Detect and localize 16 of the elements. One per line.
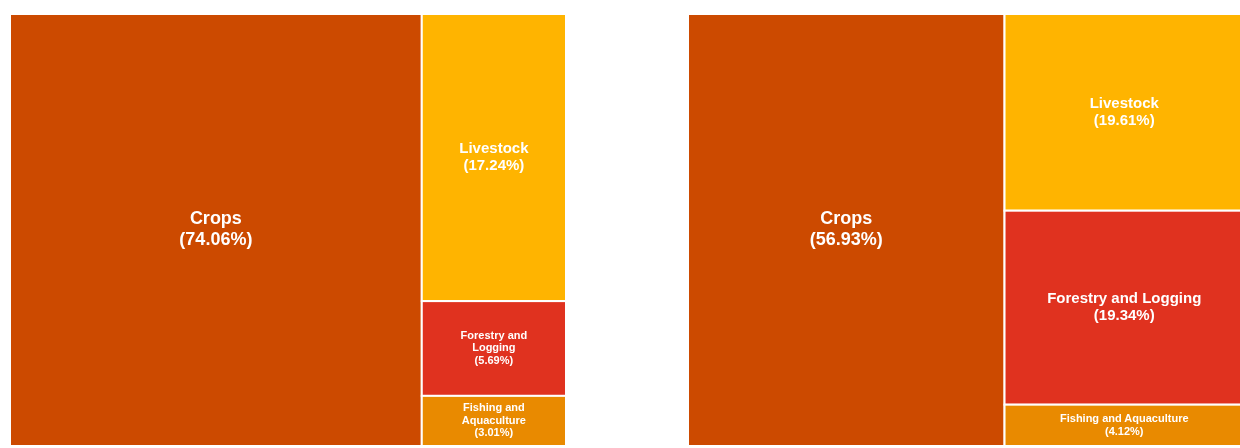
data-label: (19.34%) (1093, 306, 1155, 324)
data-label: (5.69%) (474, 354, 514, 367)
category-label: Fishing and Aquaculture (1059, 411, 1189, 424)
category-label: Crops (820, 208, 873, 229)
category-label: Forestry and Logging (460, 328, 528, 354)
data-label: (3.01%) (474, 426, 514, 439)
category-label: Livestock (1089, 93, 1160, 111)
data-label: (56.93%) (809, 229, 883, 250)
category-label: Fishing and Aquaculture (461, 401, 526, 426)
category-label: Livestock (459, 138, 530, 156)
data-label: (19.61%) (1093, 110, 1155, 128)
data-label: (4.12%) (1105, 424, 1144, 437)
category-label: Crops (189, 208, 242, 229)
data-label: (17.24%) (463, 156, 525, 174)
data-label: (74.06%) (179, 229, 253, 250)
category-label: Forestry and Logging (1047, 289, 1202, 307)
